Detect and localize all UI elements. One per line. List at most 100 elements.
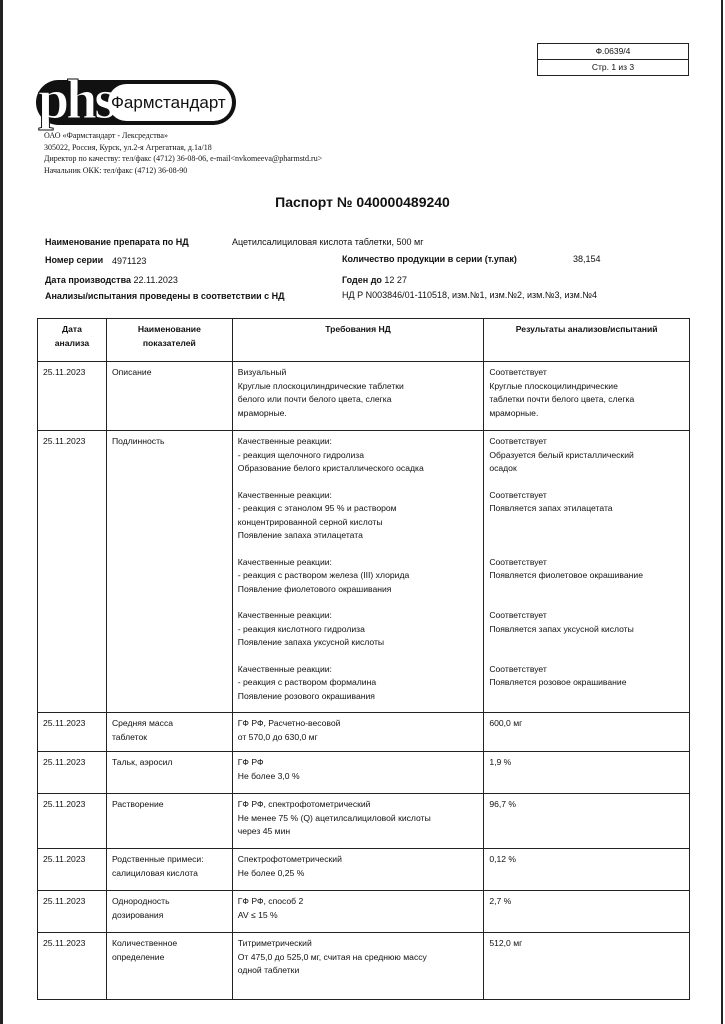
qc-head-contact: Начальник ОКК: тел/факс (4712) 36-08-90 (44, 165, 188, 175)
indicator-line: таблеток (111, 731, 147, 742)
requirement-line: - реакция с раствором формалина (237, 677, 377, 687)
result-line: мраморные. (489, 407, 539, 418)
cell-date: 25.11.2023 (37, 890, 107, 933)
indicator-line: Подлинность (111, 436, 165, 446)
quantity-label: Количество продукции в серии (т.упак) (342, 254, 517, 264)
company-details: ОАО «Фармстандарт - Лексредства» 305022,… (44, 130, 322, 176)
header-requirements: Требования НД (231, 318, 485, 362)
result-line: 2,7 % (489, 896, 512, 906)
analysis-date: 25.11.2023 (43, 896, 86, 906)
result-block: 512,0 мг (489, 937, 684, 978)
cell-results: 1,9 % (483, 751, 690, 794)
indicator-line: Средняя масса (111, 718, 174, 728)
result-line: Соответствует (489, 610, 547, 620)
indicator-line: определение (111, 951, 165, 962)
result-line: Соответствует (489, 436, 547, 446)
indicator-line: Растворение (111, 799, 164, 809)
cell-indicator: Однородность дозирования (105, 890, 233, 933)
result-line: 96,7 % (489, 799, 517, 809)
requirement-line: ГФ РФ (237, 757, 264, 767)
requirement-line: Появление запаха уксусной кислоты (237, 637, 385, 647)
expiry-date: Годен до 12 27 (342, 275, 407, 285)
result-line: Появляется розовое окрашивание (489, 677, 627, 687)
company-address: 305022, Россия, Курск, ул.2-я Агрегатная… (44, 142, 212, 152)
page-title: Паспорт № 040000489240 (275, 194, 450, 210)
requirement-line: Не более 3,0 % (237, 770, 300, 781)
requirement-line: Качественные реакции: (237, 556, 332, 567)
cell-requirements: Спектрофотометрический Не более 0,25 % (231, 848, 485, 891)
table-row: 25.11.2023 Подлинность Качественные реакци… (37, 430, 690, 713)
result-block: Соответствует Появляется запах этилацетат… (489, 489, 684, 543)
production-date: Дата производства 22.11.2023 (45, 275, 178, 285)
cell-indicator: Родственные примеси: салициловая кислота (105, 848, 233, 891)
requirement-line: Появление розового окрашивания (237, 690, 375, 701)
logo-mark: phs (37, 69, 116, 131)
requirement-line: Круглые плоскоцилиндрические таблетки (237, 380, 404, 391)
cell-results: 96,7 % (483, 793, 690, 849)
requirement-line: - реакция щелочного гидролиза (237, 449, 365, 460)
cell-requirements: Визуальный Круглые плоскоцилиндрические т… (231, 361, 485, 431)
table-header-row: Дата анализа Наименование показателей Тр… (37, 318, 690, 362)
cell-indicator: Подлинность (105, 430, 233, 713)
table-row: 25.11.2023 Однородность дозирования ГФ РФ, … (37, 890, 690, 933)
requirement-block: ГФ РФ Не более 3,0 % (238, 756, 479, 783)
production-date-value: 22.11.2023 (133, 275, 178, 285)
cell-date: 25.11.2023 (37, 430, 107, 713)
result-line: Образуется белый кристаллический (489, 449, 634, 460)
requirement-block: ГФ РФ, способ 2 AV ≤ 15 % (238, 895, 479, 922)
cell-indicator: Количественное определение (105, 932, 233, 1000)
table-row: 25.11.2023 Количественное определение Титри… (37, 932, 690, 1000)
analysis-date: 25.11.2023 (43, 718, 86, 728)
table-row: 25.11.2023 Тальк, аэросил ГФ РФ Не более 3,… (37, 751, 690, 794)
requirement-block: Качественные реакции: - реакция с этаноло… (238, 489, 479, 543)
result-line: Соответствует (489, 489, 547, 500)
analysis-date: 25.11.2023 (43, 938, 86, 948)
cell-date: 25.11.2023 (37, 848, 107, 891)
result-line: Соответствует (489, 663, 547, 674)
nd-label: Анализы/испытания проведены в соответств… (45, 291, 285, 301)
expiry-label: Годен до (342, 275, 382, 285)
cell-results: 512,0 мг (483, 932, 690, 1000)
requirement-line: Визуальный (237, 367, 287, 377)
scan-edge-left (0, 0, 3, 1024)
requirement-line: - реакция с раствором железа (III) хлори… (237, 570, 410, 580)
requirement-block: Качественные реакции: - реакция с раствор… (238, 663, 479, 704)
result-block: 0,12 % (489, 853, 684, 880)
page-number: Стр. 1 из 3 (538, 59, 688, 75)
requirement-line: мраморные. (237, 407, 287, 418)
result-block: 1,9 % (489, 756, 684, 783)
requirement-line: концентрированной серной кислоты (237, 516, 383, 527)
header-date: Дата анализа (37, 318, 107, 362)
requirement-line: Появление запаха этилацетата (237, 530, 363, 540)
result-line: 512,0 мг (489, 938, 523, 948)
drug-value: Ацетилсалициловая кислота таблетки, 500 … (232, 237, 424, 247)
cell-requirements: Качественные реакции: - реакция щелочного… (231, 430, 485, 713)
analysis-date: 25.11.2023 (43, 799, 86, 809)
indicator-line: Описание (111, 367, 152, 377)
requirement-block: ГФ РФ, спектрофотометрический Не менее 75… (238, 798, 479, 839)
quantity-value: 38,154 (573, 254, 601, 264)
analysis-date: 25.11.2023 (43, 757, 86, 767)
cell-requirements: ГФ РФ, способ 2 AV ≤ 15 % (231, 890, 485, 933)
requirement-block: Визуальный Круглые плоскоцилиндрические т… (238, 366, 479, 420)
result-block: Соответствует Появляется розовое окрашива… (489, 663, 684, 704)
result-line: 1,9 % (489, 757, 512, 767)
result-line: Соответствует (489, 556, 547, 567)
cell-date: 25.11.2023 (37, 932, 107, 1000)
production-date-label: Дата производства (45, 275, 131, 285)
cell-requirements: ГФ РФ, спектрофотометрический Не менее 75… (231, 793, 485, 849)
requirement-line: - реакция с этанолом 95 % и раствором (237, 503, 397, 513)
company-name: ОАО «Фармстандарт - Лексредства» (44, 131, 168, 140)
requirement-line: AV ≤ 15 % (237, 909, 278, 920)
series-value: 4971123 (112, 256, 147, 266)
form-code: Ф.0639/4 (595, 46, 631, 56)
logo-name: Фармстандарт (108, 84, 232, 121)
result-line: Появляется запах этилацетата (489, 503, 613, 513)
cell-indicator: Описание (105, 361, 233, 431)
result-line: Соответствует (489, 367, 547, 377)
requirement-line: Спектрофотометрический (237, 854, 342, 864)
cell-date: 25.11.2023 (37, 751, 107, 794)
requirement-line: через 45 мин (237, 826, 291, 836)
cell-requirements: Титриметрический От 475,0 до 525,0 мг, сч… (231, 932, 485, 1000)
table-row: 25.11.2023 Растворение ГФ РФ, спектрофотом… (37, 793, 690, 849)
